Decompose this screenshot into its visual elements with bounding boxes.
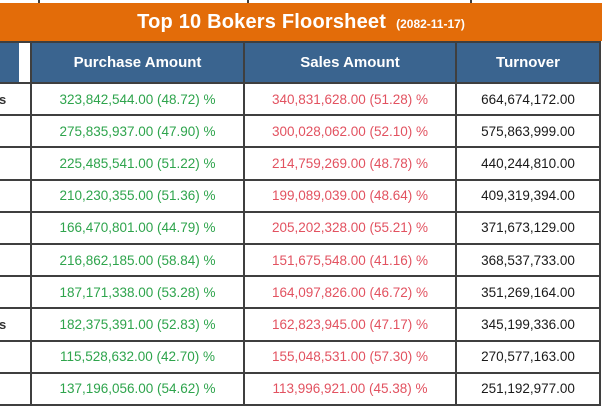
broker-name-cell — [0, 213, 30, 245]
purchase-amount-cell: 187,171,338.00 (53.28) % — [30, 277, 243, 310]
broker-name-cell — [0, 374, 30, 406]
sales-amount-cell: 205,202,328.00 (55.21) % — [243, 212, 455, 245]
header-broker-name — [0, 43, 30, 84]
title-bar: Top 10 Bokers Floorsheet (2082-11-17) — [0, 3, 602, 41]
purchase-amount-cell: 225,485,541.00 (51.22) % — [30, 148, 243, 181]
turnover-cell: 575,863,999.00 — [455, 116, 601, 149]
sales-amount-cell: 164,097,826.00 (46.72) % — [243, 277, 455, 310]
turnover-cell: 345,199,336.00 — [455, 309, 601, 342]
purchase-amount-cell: 137,196,056.00 (54.62) % — [30, 373, 243, 406]
floorsheet-table: Purchase Amount Sales Amount Turnover s … — [0, 41, 601, 406]
broker-name-cell — [0, 148, 30, 181]
turnover-cell: 351,269,164.00 — [455, 277, 601, 310]
sales-amount-cell: 162,823,945.00 (47.17) % — [243, 309, 455, 342]
sales-amount-cell: 300,028,062.00 (52.10) % — [243, 116, 455, 149]
turnover-cell: 270,577,163.00 — [455, 341, 601, 374]
page-title: Top 10 Bokers Floorsheet — [137, 11, 387, 33]
purchase-amount-cell: 275,835,937.00 (47.90) % — [30, 116, 243, 149]
report-date: (2082-11-17) — [396, 17, 465, 31]
header-purchase-amount: Purchase Amount — [30, 43, 243, 84]
sales-amount-cell: 199,089,039.00 (48.64) % — [243, 180, 455, 213]
sales-amount-cell: 214,759,269.00 (48.78) % — [243, 148, 455, 181]
broker-name-cell — [0, 116, 30, 149]
turnover-cell: 664,674,172.00 — [455, 84, 601, 117]
header-sales-amount: Sales Amount — [243, 43, 455, 84]
broker-name-cell — [0, 277, 30, 310]
cropped-border-remnant — [38, 0, 40, 4]
purchase-amount-cell: 115,528,632.00 (42.70) % — [30, 341, 243, 374]
purchase-amount-cell: 166,470,801.00 (44.79) % — [30, 212, 243, 245]
broker-name-cell — [0, 245, 30, 278]
sales-amount-cell: 155,048,531.00 (57.30) % — [243, 341, 455, 374]
purchase-amount-cell: 216,862,185.00 (58.84) % — [30, 244, 243, 278]
broker-name-cell — [0, 342, 30, 374]
cropped-border-remnant — [470, 0, 472, 4]
purchase-amount-cell: 323,842,544.00 (48.72) % — [30, 84, 243, 117]
sales-amount-cell: 340,831,628.00 (51.28) % — [243, 84, 455, 117]
header-blue-sliver — [0, 43, 19, 82]
purchase-amount-cell: 182,375,391.00 (52.83) % — [30, 309, 243, 342]
turnover-cell: 371,673,129.00 — [455, 212, 601, 245]
turnover-cell: 440,244,810.00 — [455, 148, 601, 181]
broker-name-cell: s — [0, 309, 30, 342]
header-turnover: Turnover — [455, 43, 601, 84]
turnover-cell: 409,319,394.00 — [455, 180, 601, 213]
purchase-amount-cell: 210,230,355.00 (51.36) % — [30, 180, 243, 213]
sales-amount-cell: 113,996,921.00 (45.38) % — [243, 373, 455, 406]
sales-amount-cell: 151,675,548.00 (41.16) % — [243, 244, 455, 278]
broker-name-cell: s — [0, 84, 30, 117]
turnover-cell: 251,192,977.00 — [455, 373, 601, 406]
cropped-border-remnant — [247, 0, 249, 4]
broker-name-cell — [0, 181, 30, 213]
turnover-cell: 368,537,733.00 — [455, 244, 601, 278]
